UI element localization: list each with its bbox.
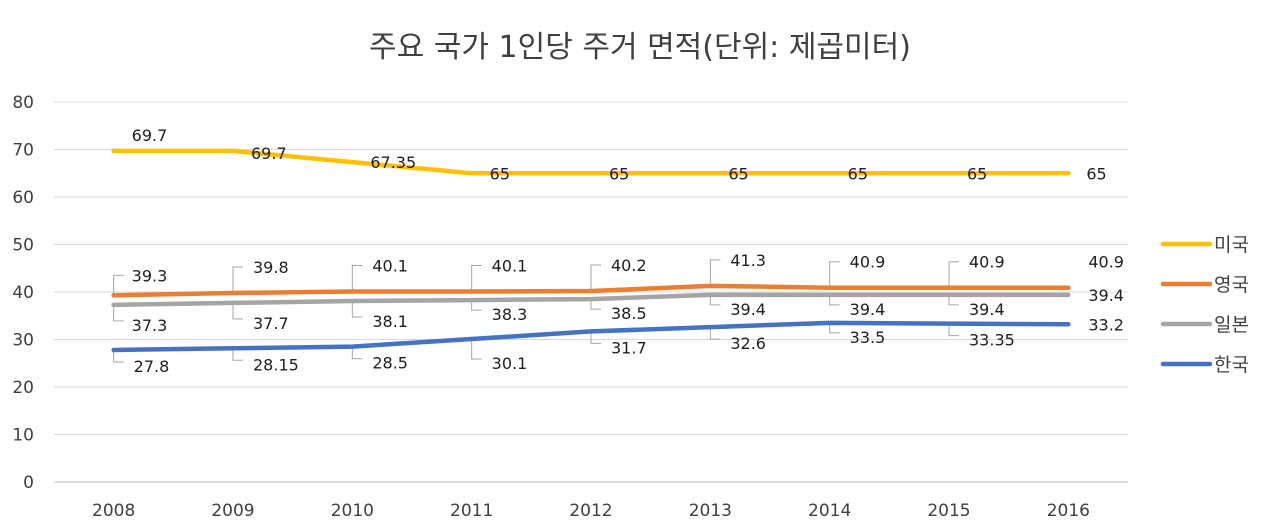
data-label: 27.8 <box>134 357 170 376</box>
label-leader <box>829 294 840 306</box>
data-label: 28.5 <box>372 354 408 373</box>
label-leader <box>351 346 363 360</box>
series-line-미국 <box>111 148 1071 176</box>
legend-label: 미국 <box>1214 234 1249 256</box>
y-tick-label: 80 <box>12 93 34 113</box>
y-tick-label: 0 <box>23 473 34 493</box>
series-lines <box>111 148 1071 353</box>
data-label: 69.7 <box>251 144 287 163</box>
data-label: 67.35 <box>370 153 416 172</box>
label-leader <box>590 264 601 292</box>
data-label: 39.4 <box>1088 286 1124 305</box>
label-leader <box>113 304 124 322</box>
data-label: 30.1 <box>492 354 528 373</box>
data-label: 37.7 <box>253 314 289 333</box>
data-label: 65 <box>490 164 510 183</box>
x-tick-label: 2009 <box>211 501 254 521</box>
data-label: 65 <box>728 164 748 183</box>
data-label: 33.2 <box>1088 315 1124 334</box>
label-leader <box>113 349 124 363</box>
data-label: 33.5 <box>850 328 886 347</box>
label-leader <box>829 261 840 288</box>
data-label: 40.9 <box>1088 253 1124 272</box>
label-leader <box>709 259 721 286</box>
legend-label: 영국 <box>1214 274 1249 296</box>
data-label: 39.4 <box>850 300 886 319</box>
data-label: 39.8 <box>253 258 289 277</box>
label-leader <box>471 339 482 360</box>
data-label: 65 <box>848 164 868 183</box>
label-leader <box>948 323 959 337</box>
data-label: 38.5 <box>611 304 647 323</box>
x-tick-label: 2010 <box>331 501 374 521</box>
y-tick-label: 60 <box>12 188 34 208</box>
label-leader <box>232 348 243 361</box>
series-line-일본 <box>111 292 1071 308</box>
y-tick-label: 40 <box>12 283 34 303</box>
legend-label: 일본 <box>1214 314 1249 336</box>
data-label: 31.7 <box>611 338 647 357</box>
x-tick-label: 2014 <box>808 501 851 521</box>
data-label: 32.6 <box>730 334 766 353</box>
label-leader <box>590 331 601 344</box>
x-tick-label: 2012 <box>569 501 612 521</box>
data-label: 39.3 <box>132 266 168 285</box>
y-tick-label: 30 <box>12 331 34 351</box>
data-label: 69.7 <box>132 126 168 145</box>
data-label-leaders <box>113 259 959 363</box>
data-label: 40.9 <box>969 253 1005 272</box>
y-tick-label: 70 <box>12 141 34 161</box>
series-line-한국 <box>111 320 1071 353</box>
y-tick-label: 20 <box>12 378 34 398</box>
label-leader <box>113 274 124 296</box>
data-label: 38.1 <box>372 312 408 331</box>
data-label: 40.9 <box>850 253 886 272</box>
data-label: 37.3 <box>132 316 168 335</box>
label-leader <box>948 294 959 306</box>
x-tick-label: 2013 <box>689 501 732 521</box>
label-leader <box>829 322 840 334</box>
label-leader <box>948 261 959 288</box>
data-label: 65 <box>609 164 629 183</box>
axes: 0 10 20 30 40 50 60 70 80 2008 2009 2010 2011 2012 201… <box>12 93 1090 521</box>
series-line-영국 <box>111 283 1071 298</box>
label-leader <box>351 301 363 318</box>
data-label: 65 <box>967 164 987 183</box>
y-tick-label: 50 <box>12 236 34 256</box>
data-label: 39.4 <box>730 300 766 319</box>
y-tick-label: 10 <box>12 426 34 446</box>
label-leader <box>232 266 243 293</box>
data-label: 40.1 <box>492 257 528 276</box>
label-leader <box>709 294 721 306</box>
data-label: 40.1 <box>372 257 408 276</box>
data-label: 28.15 <box>253 355 299 374</box>
legend-label: 한국 <box>1214 354 1249 376</box>
x-tick-label: 2016 <box>1047 501 1090 521</box>
label-leader <box>351 265 363 292</box>
data-label: 38.3 <box>492 305 528 324</box>
data-label: 39.4 <box>969 300 1005 319</box>
label-leader <box>471 300 482 311</box>
data-label: 41.3 <box>730 251 766 270</box>
data-label: 33.35 <box>969 331 1015 350</box>
label-leader <box>232 302 243 320</box>
chart-title: 주요 국가 1인당 주거 면적(단위: 제곱미터) <box>369 30 911 65</box>
data-label: 65 <box>1086 164 1106 183</box>
x-tick-label: 2008 <box>92 501 135 521</box>
label-leader <box>590 299 601 310</box>
x-tick-label: 2011 <box>450 501 493 521</box>
data-labels: 69.7 69.7 67.35 65 65 65 65 65 65 39.3 39.8 40.1 40.… <box>132 126 1124 376</box>
label-leader <box>471 265 482 292</box>
label-leader <box>709 327 721 340</box>
x-tick-label: 2015 <box>927 501 970 521</box>
data-label: 40.2 <box>611 256 647 275</box>
